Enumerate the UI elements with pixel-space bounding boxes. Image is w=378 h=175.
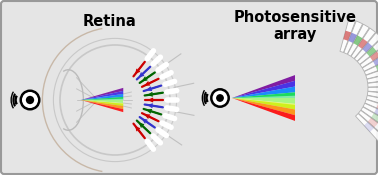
Polygon shape xyxy=(232,98,295,104)
Polygon shape xyxy=(340,19,356,52)
Polygon shape xyxy=(343,31,351,41)
Circle shape xyxy=(26,96,34,104)
Polygon shape xyxy=(368,118,378,127)
Polygon shape xyxy=(232,81,295,98)
Polygon shape xyxy=(351,28,376,59)
Text: Photosensitive
array: Photosensitive array xyxy=(234,10,356,42)
Polygon shape xyxy=(232,96,295,105)
Circle shape xyxy=(211,89,229,107)
Polygon shape xyxy=(361,107,378,130)
Polygon shape xyxy=(358,110,378,136)
Polygon shape xyxy=(363,50,378,71)
Polygon shape xyxy=(81,100,123,103)
Polygon shape xyxy=(81,99,123,104)
Polygon shape xyxy=(354,33,378,61)
Polygon shape xyxy=(81,91,123,100)
Polygon shape xyxy=(349,33,357,43)
Polygon shape xyxy=(232,86,295,98)
Polygon shape xyxy=(364,122,374,132)
Polygon shape xyxy=(81,100,123,112)
Circle shape xyxy=(21,91,39,109)
Polygon shape xyxy=(373,57,378,66)
Polygon shape xyxy=(365,100,378,116)
Polygon shape xyxy=(81,94,123,100)
Polygon shape xyxy=(358,38,367,49)
Polygon shape xyxy=(360,44,378,68)
Polygon shape xyxy=(344,21,363,54)
Polygon shape xyxy=(81,100,123,109)
Polygon shape xyxy=(232,92,295,98)
Polygon shape xyxy=(368,87,378,94)
Polygon shape xyxy=(371,113,378,122)
Polygon shape xyxy=(363,42,372,52)
Polygon shape xyxy=(376,103,378,111)
Polygon shape xyxy=(232,98,295,115)
Polygon shape xyxy=(367,92,378,102)
Polygon shape xyxy=(81,100,123,106)
Polygon shape xyxy=(366,47,376,57)
Polygon shape xyxy=(376,62,378,71)
Polygon shape xyxy=(366,96,378,109)
Text: Retina: Retina xyxy=(83,14,137,29)
Polygon shape xyxy=(232,98,295,110)
Polygon shape xyxy=(370,52,378,61)
Polygon shape xyxy=(81,88,123,100)
Polygon shape xyxy=(348,24,369,56)
Circle shape xyxy=(216,94,224,102)
Polygon shape xyxy=(367,72,378,83)
Polygon shape xyxy=(363,103,378,123)
Polygon shape xyxy=(364,57,378,75)
Polygon shape xyxy=(356,114,378,141)
Polygon shape xyxy=(357,38,378,64)
Polygon shape xyxy=(232,98,295,121)
Polygon shape xyxy=(81,97,123,100)
Polygon shape xyxy=(374,108,378,117)
Polygon shape xyxy=(366,64,378,79)
Polygon shape xyxy=(368,79,378,87)
Polygon shape xyxy=(353,35,363,46)
Polygon shape xyxy=(232,75,295,98)
